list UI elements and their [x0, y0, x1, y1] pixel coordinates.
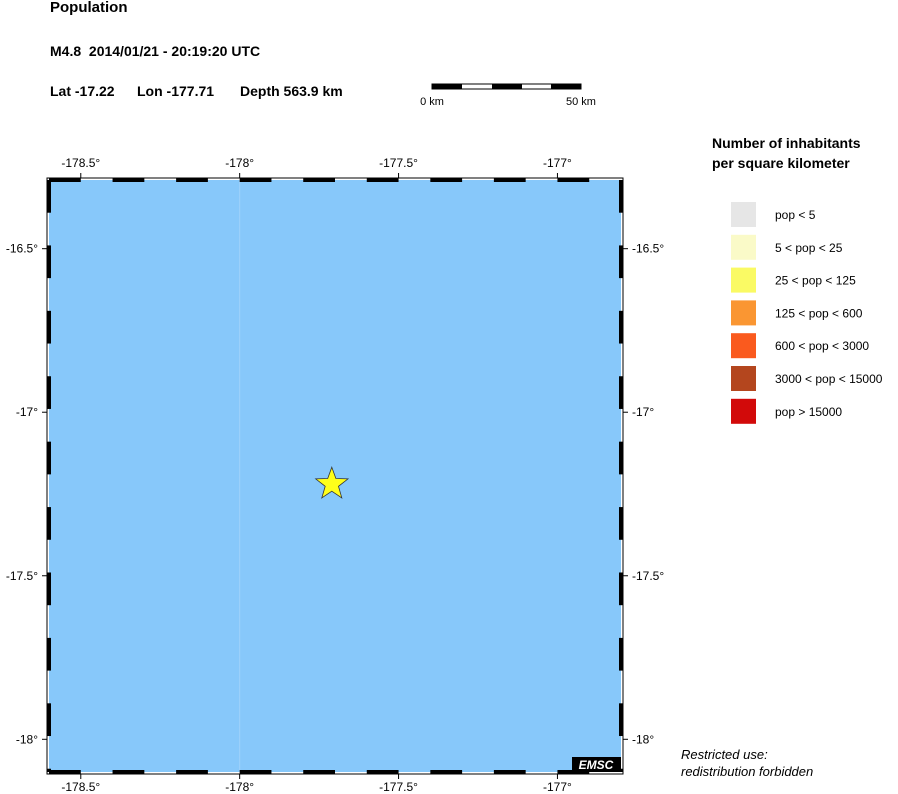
frame-dash — [47, 637, 51, 671]
lat-tick-label-left: -17° — [16, 405, 38, 419]
lat-tick-label-right: -17° — [632, 405, 654, 419]
page-title: Population — [50, 0, 128, 16]
frame-dash — [47, 180, 51, 213]
map-frame — [46, 177, 624, 775]
frame-dash — [49, 770, 81, 774]
frame-dash — [176, 770, 208, 774]
frame-dash — [430, 178, 463, 182]
frame-dash — [47, 376, 51, 409]
lon-tick-label-top: -178.5° — [61, 156, 100, 170]
legend-swatch — [731, 234, 756, 260]
frame-dash — [239, 770, 272, 774]
event-summary: M4.8 2014/01/21 - 20:19:20 UTC — [50, 43, 261, 59]
lon-tick-label-bottom: -178° — [225, 780, 254, 794]
legend-label: 25 < pop < 125 — [775, 274, 856, 288]
event-lat: Lat -17.22 — [50, 83, 115, 99]
legend-label: 5 < pop < 25 — [775, 241, 843, 255]
frame-dash — [619, 572, 623, 606]
frame-dash — [47, 441, 51, 475]
frame-dash — [619, 310, 623, 344]
emsc-logo-text: EMSC — [579, 758, 614, 772]
frame-dash — [619, 180, 623, 213]
frame-dash — [493, 178, 526, 182]
lon-tick-label-top: -177.5° — [379, 156, 418, 170]
legend: Number of inhabitants per square kilomet… — [712, 135, 883, 424]
lon-tick-label-top: -178° — [225, 156, 254, 170]
frame-dash — [49, 178, 81, 182]
legend-label: 3000 < pop < 15000 — [775, 372, 883, 386]
scale-start-label: 0 km — [420, 96, 444, 108]
frame-dash — [619, 245, 623, 279]
frame-dash — [47, 310, 51, 344]
lon-tick-label-bottom: -177° — [543, 780, 572, 794]
frame-dash — [47, 507, 51, 540]
legend-swatch — [731, 202, 756, 227]
legend-swatch — [731, 333, 756, 359]
frame-dash — [619, 507, 623, 540]
frame-dash — [619, 637, 623, 671]
lat-tick-label-right: -16.5° — [632, 242, 664, 256]
emsc-badge: EMSC — [572, 757, 621, 772]
legend-label: pop > 15000 — [775, 405, 842, 419]
legend-title-1: Number of inhabitants — [712, 135, 861, 151]
scale-end-label: 50 km — [566, 96, 596, 108]
frame-dash — [176, 178, 208, 182]
frame-dash — [47, 703, 51, 737]
lat-tick-label-right: -18° — [632, 732, 654, 746]
map-ticks: -178.5° -178.5° -178° -178° -177.5° -177.5° -1… — [6, 156, 665, 794]
frame-dash — [47, 245, 51, 279]
frame-dash — [619, 703, 623, 737]
frame-dash — [430, 770, 463, 774]
redistribution-note: redistribution forbidden — [681, 764, 814, 779]
scale-bar: 0 km 50 km — [420, 83, 596, 108]
lon-tick-label-bottom: -178.5° — [61, 780, 100, 794]
frame-dash — [303, 770, 335, 774]
frame-dash — [239, 178, 272, 182]
frame-dash — [47, 768, 51, 772]
frame-dash — [303, 178, 335, 182]
frame-dash — [112, 770, 145, 774]
lon-tick-label-bottom: -177.5° — [379, 780, 418, 794]
legend-swatch — [731, 300, 756, 326]
lat-tick-label-left: -16.5° — [6, 242, 38, 256]
event-depth: Depth 563.9 km — [240, 83, 343, 99]
frame-dash — [557, 178, 590, 182]
epicenter-star-icon[interactable] — [314, 466, 350, 499]
legend-label: pop < 5 — [775, 208, 816, 222]
frame-dash — [366, 770, 399, 774]
event-lon: Lon -177.71 — [137, 83, 215, 99]
legend-label: 600 < pop < 3000 — [775, 339, 869, 353]
legend-label: 125 < pop < 600 — [775, 306, 863, 320]
legend-swatch — [731, 398, 756, 424]
frame-dash — [47, 572, 51, 606]
lon-tick-label-top: -177° — [543, 156, 572, 170]
frame-dash — [112, 178, 145, 182]
legend-swatch — [731, 267, 756, 293]
legend-title-2: per square kilometer — [712, 155, 850, 171]
lat-tick-label-left: -18° — [16, 732, 38, 746]
frame-dash — [366, 178, 399, 182]
frame-dash — [619, 376, 623, 409]
lat-tick-label-left: -17.5° — [6, 569, 38, 583]
frame-dash — [619, 441, 623, 475]
lat-tick-label-right: -17.5° — [632, 569, 664, 583]
legend-swatch — [731, 366, 756, 391]
frame-dash — [493, 770, 526, 774]
restricted-use-note: Restricted use: — [681, 747, 768, 762]
